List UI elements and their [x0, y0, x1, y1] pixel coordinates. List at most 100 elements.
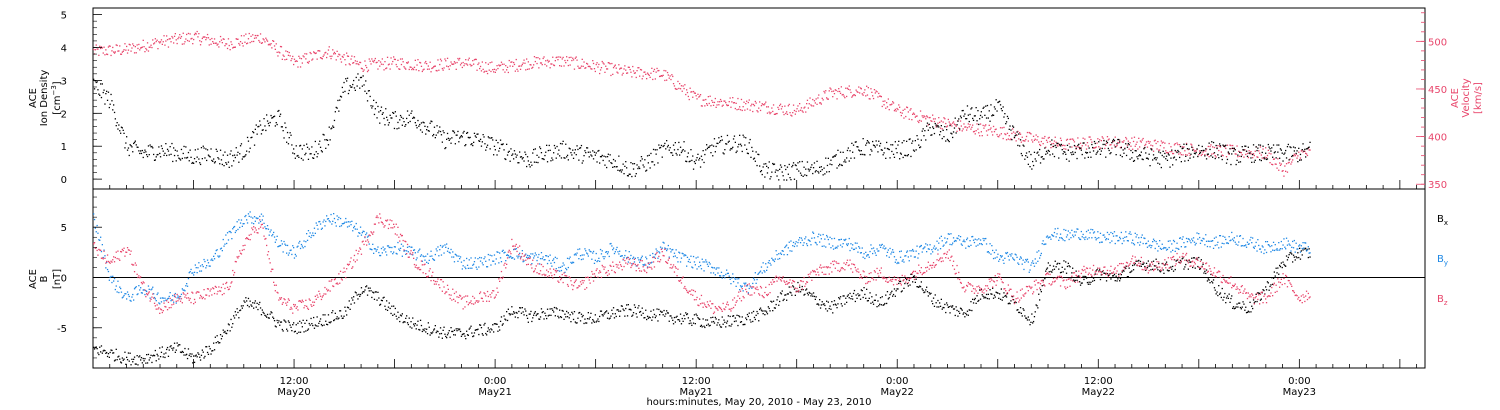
velocity-series-point	[1270, 153, 1272, 155]
velocity-series-point	[1260, 154, 1262, 156]
velocity-series-point	[345, 64, 347, 66]
b-series-x-point	[314, 324, 316, 326]
density-series-point	[198, 158, 200, 160]
b-series-x-point	[492, 324, 494, 326]
velocity-series-point	[1125, 138, 1128, 140]
b-series-x-point	[101, 352, 103, 354]
b-series-x-point	[1192, 266, 1194, 269]
velocity-series-point	[506, 69, 508, 71]
velocity-series-point	[989, 128, 991, 131]
b-series-y-point	[226, 232, 229, 234]
density-series-point	[726, 143, 728, 145]
b-series-y-point	[128, 295, 130, 298]
b-series-x-point	[337, 318, 339, 320]
density-series-point	[280, 126, 283, 128]
density-series-point	[1099, 148, 1101, 150]
b-series-y-point	[137, 293, 139, 295]
b-series-x-point	[921, 288, 923, 290]
b-series-x-point	[773, 307, 776, 309]
velocity-series-point	[1018, 138, 1020, 140]
density-series-point	[193, 162, 195, 164]
velocity-series-point	[958, 127, 960, 129]
velocity-series-point	[833, 93, 836, 95]
density-series-point	[357, 73, 359, 75]
density-series-point	[928, 123, 930, 125]
density-series-point	[1238, 161, 1240, 163]
top-panel-data	[93, 30, 1311, 181]
b-series-x-point	[227, 323, 230, 325]
b-series-y-point	[118, 291, 120, 294]
b-series-y-point	[402, 245, 404, 247]
density-series-point	[93, 78, 95, 80]
density-series-point	[862, 138, 864, 140]
density-series-point	[895, 147, 897, 150]
b-series-x-point	[1116, 280, 1118, 282]
b-series-x-point	[892, 295, 894, 297]
velocity-series-point	[1137, 148, 1139, 150]
b-series-x-point	[366, 285, 368, 287]
velocity-series-point	[1272, 158, 1275, 160]
velocity-series-point	[1150, 144, 1152, 146]
density-series-point	[539, 146, 541, 148]
velocity-series-point	[265, 37, 267, 39]
velocity-series-point	[1071, 146, 1073, 148]
velocity-series-point	[525, 69, 527, 71]
b-series-x-point	[426, 333, 429, 335]
velocity-series-point	[281, 58, 283, 60]
b-series-x-point	[1138, 259, 1140, 262]
b-series-y-point	[320, 228, 323, 230]
velocity-series-point	[903, 117, 905, 119]
velocity-series-point	[759, 109, 762, 112]
velocity-series-point	[124, 43, 126, 45]
velocity-series-point	[247, 38, 250, 40]
b-series-y-point	[199, 265, 202, 267]
density-series-point	[644, 159, 646, 161]
b-series-y-point	[238, 219, 240, 221]
velocity-series-point	[245, 33, 247, 35]
velocity-series-point	[133, 52, 136, 54]
b-series-y-point	[545, 255, 547, 257]
density-series-point	[296, 155, 298, 157]
velocity-series-point	[889, 104, 891, 106]
velocity-series-point	[1225, 156, 1228, 158]
b-series-x-point	[458, 329, 460, 331]
density-series-point	[127, 147, 130, 149]
b-series-y-point	[513, 248, 515, 251]
b-series-x-point	[579, 311, 581, 314]
velocity-series-point	[1019, 132, 1021, 134]
density-series-point	[1010, 129, 1012, 131]
velocity-series-point	[1156, 148, 1158, 150]
velocity-series-point	[861, 93, 863, 95]
b-series-y-point	[705, 259, 707, 261]
b-series-x-point	[1302, 249, 1304, 251]
b-series-x-point	[739, 316, 741, 318]
b-series-y-point	[617, 251, 619, 253]
density-series-point	[1112, 140, 1114, 142]
b-series-y-point	[703, 270, 705, 272]
density-series-point	[543, 158, 545, 161]
velocity-series-point	[786, 111, 788, 113]
velocity-series-point	[798, 110, 800, 112]
b-series-x-point	[847, 294, 849, 296]
b-series-y-point	[490, 264, 492, 266]
density-series-point	[565, 143, 567, 145]
b-series-x-point	[406, 322, 409, 324]
velocity-series-point	[996, 133, 998, 136]
velocity-series-point	[503, 63, 505, 65]
density-series-point	[682, 149, 684, 151]
density-series-point	[1265, 158, 1268, 161]
b-series-x-point	[1010, 300, 1012, 302]
velocity-series-point	[635, 76, 637, 79]
b-series-y-point	[566, 257, 569, 259]
velocity-series-point	[235, 38, 237, 40]
velocity-series-point	[640, 69, 643, 71]
velocity-series-point	[517, 70, 519, 72]
density-series-point	[1239, 161, 1242, 163]
b-series-x-point	[845, 297, 847, 299]
b-series-x-point	[746, 313, 749, 316]
b-series-y-point	[193, 271, 196, 273]
b-series-x-point	[728, 325, 730, 327]
velocity-series-point	[127, 49, 130, 51]
density-series-point	[163, 154, 165, 156]
b-series-x-point	[926, 286, 928, 288]
